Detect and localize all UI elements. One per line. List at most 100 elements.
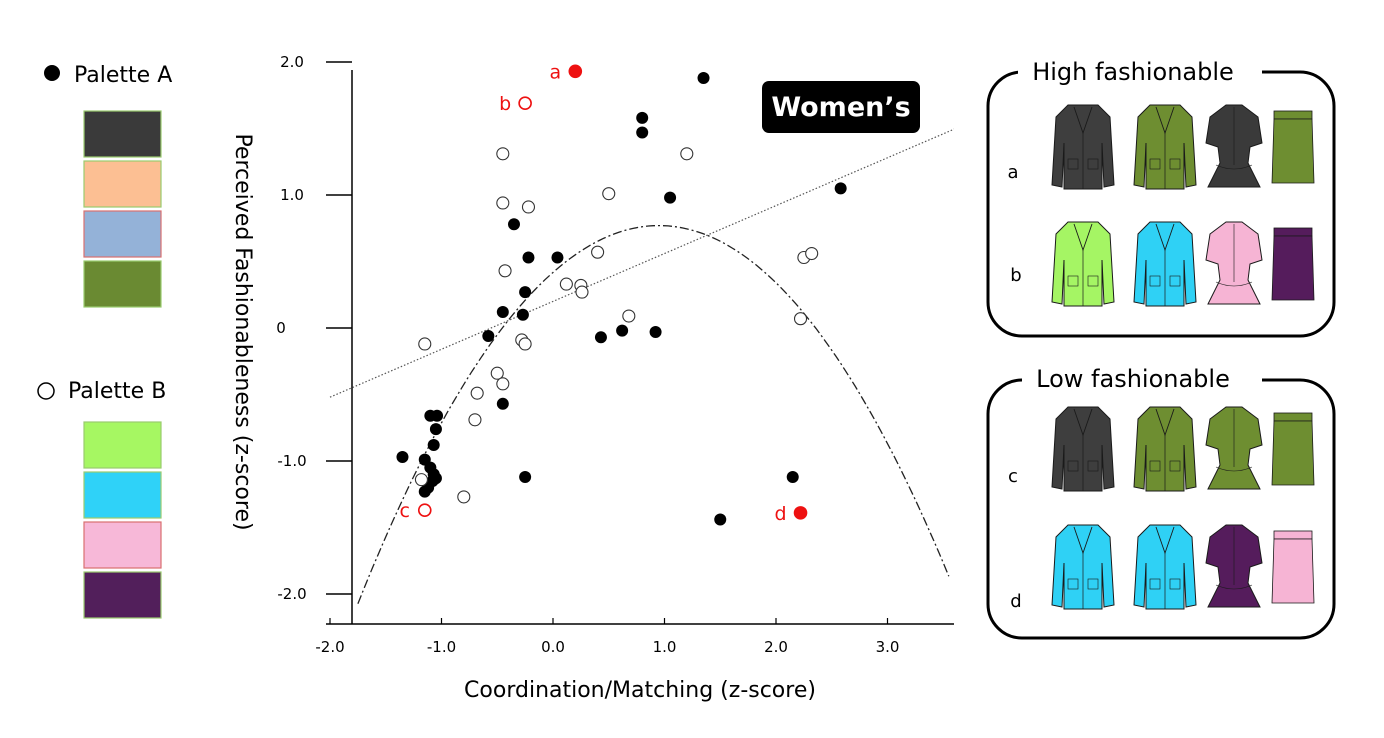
color-swatch (83, 160, 162, 208)
row-label-c: c (1008, 466, 1018, 487)
legend-label-palette-b: Palette B (68, 379, 166, 404)
pocket-icon (1149, 578, 1161, 590)
x-tick-label: 3.0 (876, 638, 900, 656)
row-label-a: a (1007, 162, 1018, 183)
palette-b-point (498, 264, 512, 278)
y-tick-label: 1.0 (280, 186, 304, 204)
legend-palette-a: Palette A (44, 63, 172, 308)
low-panel-title-bg (1022, 364, 1262, 394)
palette-b-point (496, 196, 510, 210)
skirt-icon (1271, 235, 1315, 301)
palette-b-swatches (83, 421, 162, 619)
pocket-icon (1169, 578, 1181, 590)
palette-a-point (697, 71, 710, 84)
palette-b-point (793, 312, 808, 326)
palette-a-point (636, 111, 649, 124)
color-swatch (83, 421, 162, 469)
waist-seam-icon (1215, 466, 1253, 472)
color-swatch (83, 521, 162, 569)
highlight-label-c: c (400, 500, 410, 522)
quadratic-fit-curve (357, 224, 950, 604)
y-tick-label: -1.0 (277, 452, 306, 470)
pocket-icon (1067, 158, 1079, 170)
filled-marker-icon (44, 65, 60, 81)
pocket-icon (1149, 158, 1161, 170)
palette-a-point (429, 423, 442, 436)
highlight-point-d (793, 506, 808, 520)
palette-b-point (490, 366, 504, 380)
palette-a-point (396, 451, 409, 464)
waistband-icon (1273, 110, 1313, 120)
pocket-icon (1087, 460, 1099, 472)
palette-a-point (786, 470, 799, 483)
palette-a-point (834, 182, 847, 195)
waistband-icon (1273, 530, 1313, 540)
low-garments (1051, 406, 1315, 610)
color-swatch (83, 260, 162, 308)
palette-a-point (594, 331, 607, 344)
row-label-b: b (1010, 265, 1021, 286)
waistband-icon (1273, 227, 1313, 237)
palette-a-point (482, 329, 495, 342)
high-panel-title-bg (1018, 56, 1262, 86)
x-tick-label: 1.0 (653, 638, 677, 656)
data-points: a b c d (396, 61, 847, 526)
palette-a-point (496, 397, 509, 410)
pocket-icon (1169, 275, 1181, 287)
chart-title-badge (762, 81, 920, 133)
highlight-point-b (518, 96, 532, 111)
open-marker-icon (37, 382, 55, 400)
pocket-icon (1169, 460, 1181, 472)
palette-a-point (714, 513, 727, 526)
row-label-d: d (1010, 591, 1021, 612)
palette-b-point (559, 277, 573, 291)
low-fashionable-panel: Low fashionable c d (986, 364, 1336, 640)
skirt-icon (1271, 420, 1315, 486)
pocket-icon (1169, 158, 1181, 170)
color-swatch (83, 571, 162, 619)
palette-b-point (521, 200, 536, 214)
pocket-icon (1067, 460, 1079, 472)
highlight-label-a: a (549, 61, 561, 83)
palette-b-point (468, 413, 482, 427)
pocket-icon (1067, 578, 1079, 590)
high-garments (1051, 104, 1315, 307)
palette-a-point (664, 191, 677, 204)
palette-b-point (622, 309, 636, 323)
palette-b-point (457, 490, 471, 504)
pocket-icon (1149, 460, 1161, 472)
pocket-icon (1067, 275, 1079, 287)
y-tick-label: -2.0 (277, 585, 306, 603)
highlight-label-b: b (499, 93, 511, 115)
palette-a-point (418, 485, 431, 498)
palette-a-point (496, 306, 509, 319)
x-tick-label: 0.0 (541, 638, 565, 656)
x-tick-label: -2.0 (315, 638, 344, 656)
y-tick-label: 2.0 (280, 53, 304, 71)
high-fashionable-panel: High fashionable a b (986, 56, 1336, 338)
palette-b-point (805, 246, 819, 261)
linear-fit-line (329, 128, 954, 398)
chart-title: Women’s (771, 92, 910, 123)
palette-b-point (414, 473, 428, 487)
palette-a-point (431, 409, 444, 422)
x-axis-label: Coordination/Matching (z-score) (464, 678, 816, 703)
palette-a-swatches (83, 110, 162, 308)
highlight-label-d: d (774, 503, 786, 525)
y-axis-ticks: 2.0 1.0 0 -1.0 -2.0 (276, 53, 352, 603)
waist-seam-icon (1215, 164, 1253, 170)
palette-b-point (591, 245, 605, 259)
palette-b-point (680, 147, 694, 161)
palette-a-point (507, 218, 520, 231)
pocket-icon (1149, 275, 1161, 287)
skirt-icon (1271, 118, 1315, 184)
palette-a-point (519, 470, 532, 483)
highlight-point-c (417, 503, 432, 518)
waistband-icon (1273, 412, 1313, 422)
x-axis-ticks: -2.0 -1.0 0.0 1.0 2.0 3.0 (315, 618, 899, 656)
palette-a-point (522, 251, 535, 264)
x-tick-label: -1.0 (427, 638, 456, 656)
legend-label-palette-a: Palette A (74, 63, 172, 88)
y-axis-label: Perceived Fashionableness (z-score) (230, 133, 255, 530)
